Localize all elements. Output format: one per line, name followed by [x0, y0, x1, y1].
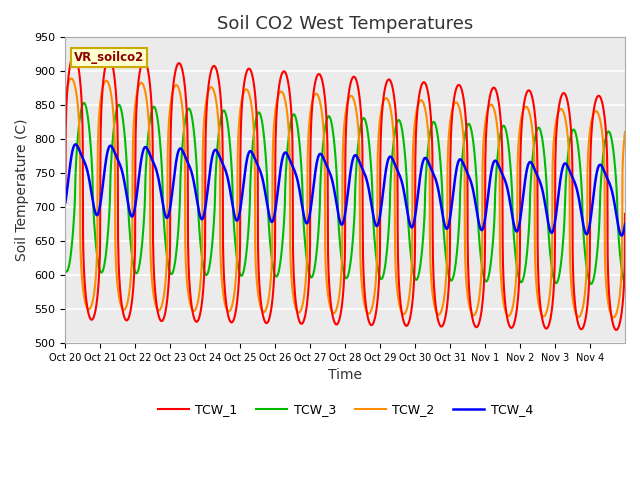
TCW_1 [319, 81, 327, 87]
Line: TCW_1: TCW_1 [65, 55, 625, 330]
TCW_3 [90, 221, 98, 227]
TCW_3 [588, 281, 595, 287]
TCW_2 [605, 303, 612, 309]
TCW_2 [610, 315, 618, 321]
X-axis label: Time: Time [328, 368, 362, 382]
Legend: TCW_1, TCW_3, TCW_2, TCW_4: TCW_1, TCW_3, TCW_2, TCW_4 [152, 398, 538, 421]
Line: TCW_4: TCW_4 [65, 144, 625, 236]
TCW_4 [334, 208, 342, 214]
Text: VR_soilco2: VR_soilco2 [74, 51, 144, 64]
TCW_3 [605, 129, 613, 135]
TCW_1 [605, 286, 612, 292]
TCW_1 [61, 184, 69, 190]
Line: TCW_2: TCW_2 [65, 78, 625, 318]
TCW_1 [90, 312, 98, 318]
TCW_4 [61, 200, 69, 205]
Line: TCW_3: TCW_3 [65, 103, 625, 284]
Y-axis label: Soil Temperature (C): Soil Temperature (C) [15, 119, 29, 262]
TCW_4 [618, 233, 625, 239]
TCW_1 [621, 211, 629, 217]
TCW_4 [502, 181, 510, 187]
TCW_4 [72, 142, 79, 147]
TCW_4 [319, 154, 327, 160]
TCW_2 [67, 75, 75, 81]
TCW_2 [334, 301, 342, 307]
TCW_3 [502, 129, 510, 135]
TCW_4 [90, 205, 98, 211]
TCW_1 [612, 327, 620, 333]
TCW_3 [80, 100, 88, 106]
Title: Soil CO2 West Temperatures: Soil CO2 West Temperatures [217, 15, 474, 33]
TCW_2 [502, 311, 510, 316]
TCW_1 [605, 291, 613, 297]
TCW_1 [334, 321, 342, 326]
TCW_3 [621, 281, 629, 287]
TCW_4 [621, 221, 629, 227]
TCW_3 [334, 205, 342, 211]
TCW_1 [70, 52, 78, 58]
TCW_2 [90, 289, 98, 295]
TCW_4 [605, 180, 613, 185]
TCW_2 [621, 129, 629, 135]
TCW_3 [319, 143, 327, 149]
TCW_2 [605, 305, 613, 311]
TCW_3 [61, 268, 69, 274]
TCW_2 [61, 97, 69, 103]
TCW_2 [319, 120, 327, 126]
TCW_3 [605, 129, 613, 134]
TCW_1 [502, 310, 510, 315]
TCW_4 [605, 179, 612, 184]
